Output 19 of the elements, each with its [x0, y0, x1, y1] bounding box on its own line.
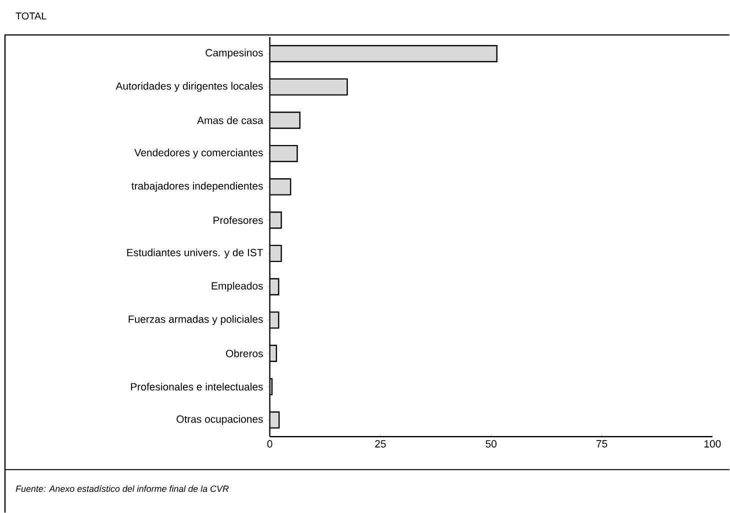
- source-note: Fuente: Anexo estadístico del informe final de la CVR: [16, 485, 229, 492]
- y-tick-label: trabajadores independientes: [132, 182, 263, 192]
- x-tick-label: 75: [596, 440, 608, 448]
- x-tick-label: 25: [375, 440, 386, 448]
- y-tick-label: Amas de casa: [197, 116, 264, 124]
- x-tick-label: 0: [267, 440, 272, 448]
- y-tick-label: Otras ocupaciones: [176, 415, 263, 425]
- y-tick-label: Empleados: [212, 282, 263, 292]
- y-tick-label: Profesores: [214, 216, 263, 224]
- x-tick-label: 100: [704, 440, 721, 448]
- y-tick-label: Vendedores y comerciantes: [134, 148, 263, 158]
- y-tick-label: Fuerzas armadas y policiales: [128, 315, 263, 325]
- y-tick-label: Autoridades y dirigentes locales: [116, 82, 263, 92]
- y-tick-label: Campesinos: [206, 48, 263, 58]
- y-tick-label: Estudiantes univers. y de IST: [127, 248, 263, 258]
- y-tick-label: Obreros: [226, 349, 263, 358]
- x-tick-label: 50: [486, 440, 497, 448]
- y-tick-label: Profesionales e intelectuales: [131, 382, 263, 390]
- text: TOTAL: [16, 12, 46, 20]
